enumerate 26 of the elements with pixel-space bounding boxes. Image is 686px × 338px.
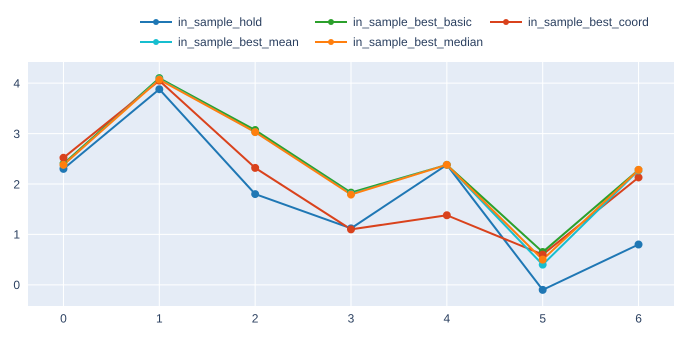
y-tick-label: 3	[13, 126, 20, 141]
point	[442, 211, 451, 220]
x-tick-label: 1	[156, 312, 163, 326]
point	[634, 173, 643, 182]
y-tick-label: 0	[13, 278, 20, 292]
x-tick-label: 4	[444, 312, 450, 326]
point	[634, 240, 643, 248]
legend-label: in_sample_best_coord	[528, 15, 649, 29]
x-tick-label: 2	[252, 312, 259, 326]
point	[538, 256, 547, 264]
point	[538, 286, 547, 294]
x-tick-label: 3	[348, 312, 355, 326]
x-tick-label: 5	[539, 312, 546, 326]
x-tick-label: 6	[635, 312, 642, 326]
y-tick-label: 2	[13, 177, 20, 192]
legend-label: in_sample_best_median	[353, 35, 484, 49]
x-tick-label: 0	[60, 312, 68, 326]
point	[59, 154, 68, 162]
point	[251, 164, 260, 172]
legend-label: in_sample_hold	[178, 15, 262, 29]
y-tick-label: 1	[13, 228, 20, 242]
y-tick-label: 4	[13, 76, 20, 90]
legend-label: in_sample_best_mean	[178, 35, 299, 49]
legend-label: in_sample_best_basic	[353, 15, 472, 29]
point	[251, 190, 260, 198]
point	[155, 85, 164, 94]
